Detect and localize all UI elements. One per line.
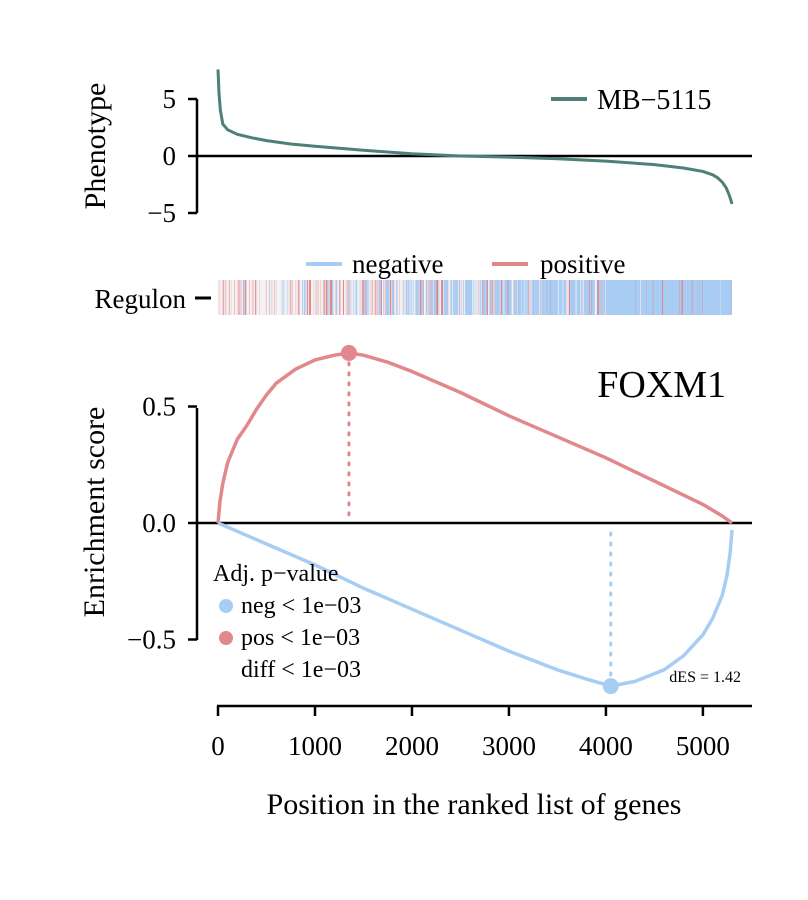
phenotype-legend-label: MB−5115	[597, 85, 711, 116]
x-axis-tick-label: 0	[211, 731, 225, 761]
enrichment-y-tick-label: −0.5	[127, 625, 176, 655]
phenotype-panel: 5 0 −5 Phenotype MB−5115	[79, 69, 752, 228]
negative-trough-point	[602, 678, 619, 695]
positive-peak-point	[340, 344, 357, 361]
legend-positive-label: positive	[540, 249, 626, 279]
phenotype-y-tick-label: 5	[163, 84, 177, 114]
enrichment-title: FOXM1	[597, 364, 726, 406]
pvalue-neg: neg < 1e−03	[241, 593, 361, 619]
x-axis-tick-label: 4000	[579, 731, 633, 761]
x-axis-tick-label: 3000	[482, 731, 536, 761]
pvalue-neg-dot	[219, 599, 233, 613]
pvalue-diff: diff < 1e−03	[241, 657, 361, 683]
enrichment-y-ticks: 0.5 0.0 −0.5	[127, 392, 197, 655]
x-axis-tick-label: 5000	[676, 731, 730, 761]
regulon-barcode	[217, 280, 733, 315]
phenotype-y-label: Phenotype	[79, 83, 112, 210]
positive-es-curve	[216, 351, 734, 525]
phenotype-y-tick-label: −5	[147, 198, 176, 228]
enrichment-y-tick-label: 0.5	[142, 392, 176, 422]
x-axis: 0 1000 2000 3000 4000 5000 Position in the ra…	[211, 704, 752, 821]
enrichment-y-label: Enrichment score	[78, 407, 111, 618]
phenotype-y-ticks: 5 0 −5	[147, 84, 197, 228]
x-axis-ticks: 0 1000 2000 3000 4000 5000	[211, 706, 730, 761]
des-label: dES = 1.42	[669, 669, 741, 686]
x-axis-tick-label: 1000	[288, 731, 342, 761]
pvalue-pos: pos < 1e−03	[241, 625, 360, 651]
legend-negative-label: negative	[352, 249, 443, 279]
x-axis-tick-label: 2000	[385, 731, 439, 761]
x-axis-label: Position in the ranked list of genes	[267, 788, 682, 821]
pvalue-pos-dot	[219, 631, 233, 645]
regulon-label: Regulon	[95, 284, 187, 314]
regulon-panel: negative positive Regulon	[95, 249, 733, 315]
pvalue-header: Adj. p−value	[213, 561, 339, 587]
enrichment-panel: 0.5 0.0 −0.5 Enrichment score FOXM1 Adj. p…	[78, 344, 752, 695]
phenotype-curve	[216, 69, 734, 205]
enrichment-y-tick-label: 0.0	[142, 508, 176, 538]
phenotype-y-tick-label: 0	[163, 141, 177, 171]
